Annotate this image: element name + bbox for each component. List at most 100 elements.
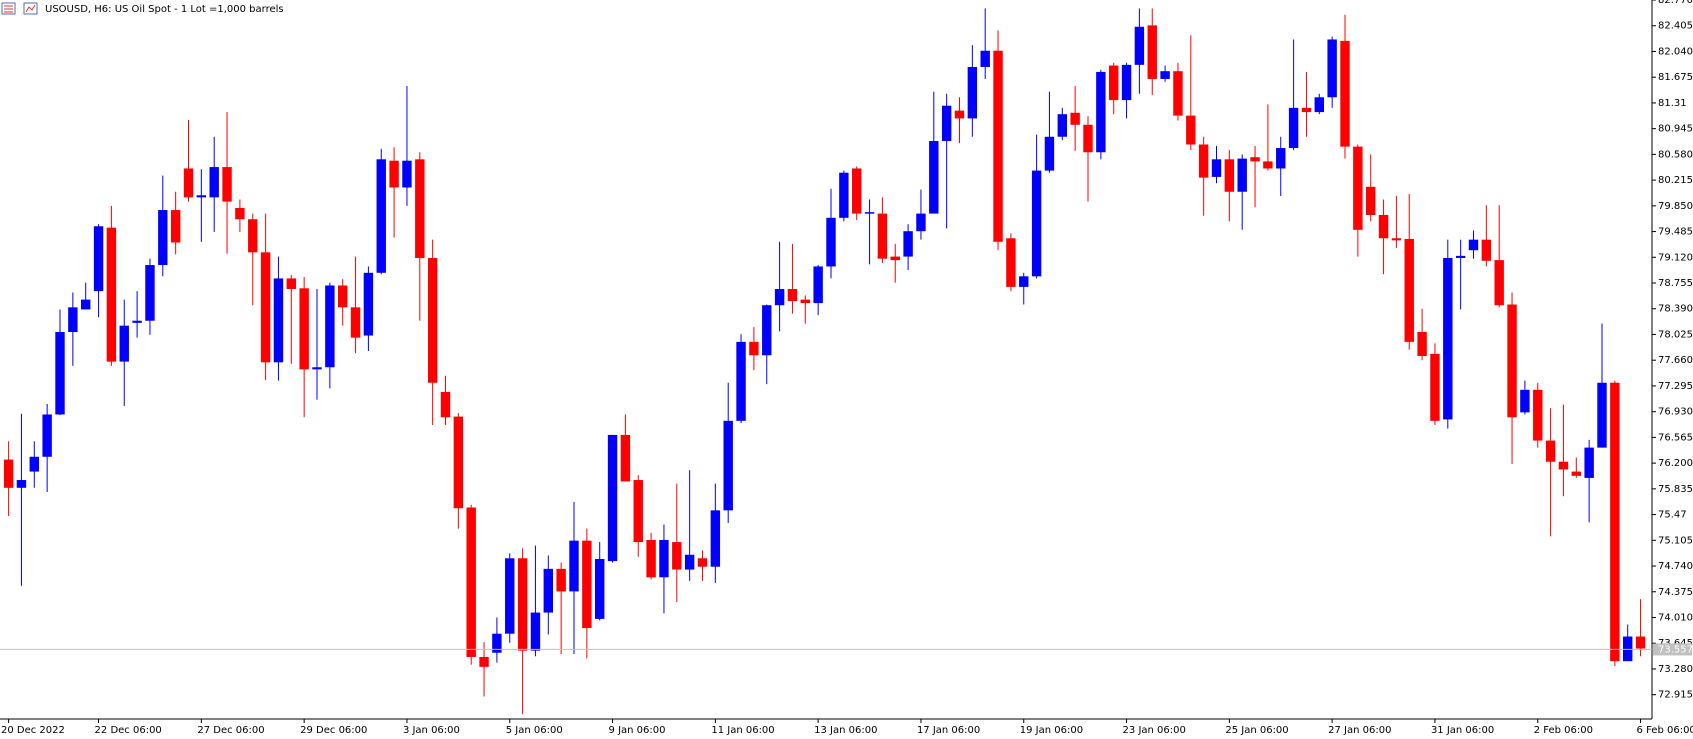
y-tick-label: 76.930 [1658, 407, 1693, 418]
y-tick-label: 78.755 [1658, 278, 1693, 289]
candle-body [196, 195, 207, 198]
x-tick-label: 9 Jan 06:00 [609, 725, 666, 736]
candle-body [42, 414, 52, 457]
candle-body [1096, 71, 1106, 153]
candle-body [1610, 382, 1620, 662]
candle-body [864, 212, 875, 214]
last-price-label: 73.557 [1658, 644, 1693, 655]
candle-body [440, 391, 451, 418]
y-tick-label: 76.200 [1658, 458, 1693, 469]
candle-body [29, 456, 39, 472]
candle-body [119, 325, 129, 362]
candle-body [363, 272, 374, 336]
x-tick-label: 3 Jan 06:00 [403, 725, 460, 736]
candle-body [1173, 71, 1183, 116]
last-price-box [1653, 643, 1692, 656]
candle-body [1147, 25, 1157, 79]
candle-body [723, 420, 733, 511]
candle-body [1314, 97, 1324, 113]
x-tick-label: 23 Jan 06:00 [1123, 725, 1186, 736]
candle-body [903, 231, 913, 257]
candle-body [774, 289, 785, 306]
candle-body [16, 480, 27, 488]
candle-body [170, 210, 181, 243]
candle-body [427, 257, 438, 383]
candle-body [299, 288, 309, 370]
candle-body [697, 558, 708, 567]
y-tick-label: 81.31 [1658, 98, 1687, 109]
candle-body [1520, 389, 1530, 413]
candle-body [1301, 107, 1312, 113]
candle-body [530, 612, 541, 651]
candle-body [916, 213, 926, 232]
candle-body [1430, 353, 1440, 421]
y-tick-label: 77.660 [1658, 355, 1693, 366]
y-tick-label: 78.025 [1658, 329, 1693, 340]
y-tick-label: 75.47 [1658, 510, 1687, 521]
candle-body [1366, 186, 1376, 215]
candle-body [633, 480, 643, 543]
candle-body [1353, 146, 1363, 230]
y-tick-label: 80.580 [1658, 149, 1693, 160]
candle-body [1545, 440, 1556, 462]
candle-body [260, 252, 271, 363]
candle-body [505, 558, 515, 634]
icon-line [25, 4, 36, 13]
candle-body [877, 213, 888, 259]
candle-body [980, 50, 990, 67]
candle-body [1288, 107, 1299, 149]
candle-body [312, 367, 322, 370]
candle-body [582, 540, 592, 629]
candle-body [1198, 144, 1209, 178]
candle-body [1109, 65, 1119, 101]
candle-body [1083, 124, 1093, 153]
y-tick-label: 76.565 [1658, 432, 1693, 443]
candle-body [415, 159, 425, 258]
y-tick-label: 82.405 [1658, 21, 1693, 32]
candle-body [1571, 471, 1581, 476]
candle-body [1224, 159, 1235, 192]
candle-body [68, 307, 78, 333]
candle-body [376, 159, 386, 273]
x-tick-label: 22 Dec 06:00 [95, 725, 162, 736]
candle-body [55, 332, 65, 415]
candle-body [787, 289, 798, 301]
candle-body [1121, 64, 1132, 101]
y-tick-label: 80.215 [1658, 175, 1693, 186]
candle-body [993, 50, 1003, 242]
candle-body [81, 299, 91, 310]
candle-body [1623, 636, 1633, 662]
candle-body [941, 105, 952, 141]
candle-body [749, 341, 759, 356]
y-tick-label: 78.390 [1658, 304, 1693, 315]
x-tick-label: 25 Jan 06:00 [1225, 725, 1288, 736]
x-tick-label: 2 Feb 06:00 [1534, 725, 1593, 736]
candle-body [659, 539, 669, 578]
candle-body [1455, 255, 1466, 258]
candle-body [736, 341, 746, 421]
candle-body [1443, 257, 1453, 420]
candle-body [762, 305, 772, 356]
candle-body [826, 217, 836, 267]
candle-body [1019, 276, 1029, 287]
candle-body [492, 633, 502, 653]
candle-body [158, 210, 168, 266]
x-tick-label: 11 Jan 06:00 [711, 725, 774, 736]
x-tick-label: 19 Jan 06:00 [1020, 725, 1083, 736]
candle-body [1558, 461, 1569, 470]
candle-body [286, 278, 296, 290]
y-tick-label: 79.485 [1658, 227, 1693, 238]
x-tick-label: 27 Dec 06:00 [197, 725, 264, 736]
candle-body [595, 558, 605, 619]
candle-body [1276, 148, 1286, 169]
y-tick-label: 81.675 [1658, 72, 1693, 83]
y-tick-label: 72.915 [1658, 690, 1693, 701]
candle-body [209, 167, 219, 198]
x-tick-label: 6 Feb 06:00 [1637, 725, 1693, 736]
candles [3, 8, 1646, 715]
candle-body [1584, 447, 1594, 478]
candle-body [273, 278, 284, 363]
x-tick-label: 5 Jan 06:00 [506, 725, 563, 736]
candle-body [1186, 115, 1196, 145]
